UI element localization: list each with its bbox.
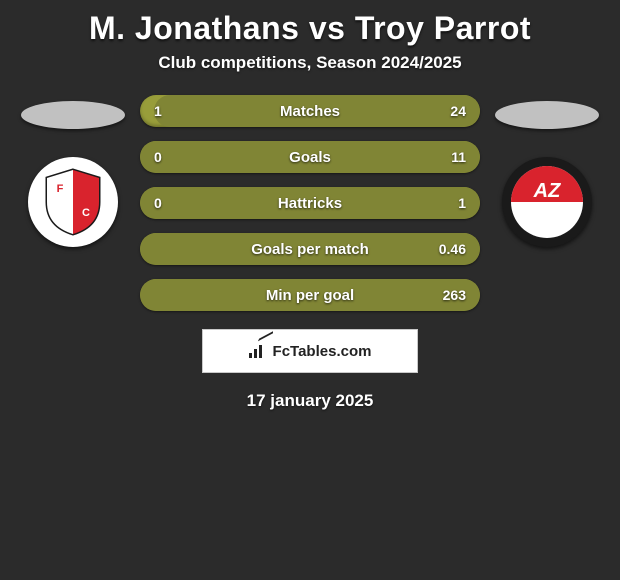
body-row: F C 1 Matches 24 0 Goals 11 0 Hattricks 1 Goals p… (0, 91, 620, 311)
brand-label: FcTables.com (273, 343, 372, 360)
svg-text:F: F (57, 183, 64, 195)
stat-label: Min per goal (266, 287, 354, 304)
left-player-placeholder (21, 101, 125, 129)
stat-left-value: 1 (154, 103, 162, 119)
stat-bar: Goals per match 0.46 (140, 233, 480, 265)
left-club-badge: F C (28, 157, 118, 247)
svg-text:C: C (82, 207, 90, 219)
comparison-card: M. Jonathans vs Troy Parrot Club competi… (0, 0, 620, 411)
stat-right-value: 1 (458, 195, 466, 211)
stat-bar: 0 Hattricks 1 (140, 187, 480, 219)
stat-label: Matches (280, 103, 340, 120)
stat-label: Goals per match (251, 241, 369, 258)
stat-left-value: 0 (154, 149, 162, 165)
left-player-column: F C (18, 91, 128, 247)
stat-right-value: 263 (443, 287, 466, 303)
stat-bar: 0 Goals 11 (140, 141, 480, 173)
fc-utrecht-logo: F C (41, 166, 105, 238)
stat-bar: 1 Matches 24 (140, 95, 480, 127)
az-logo: AZ (502, 157, 592, 247)
stat-right-value: 24 (450, 103, 466, 119)
svg-text:AZ: AZ (533, 180, 561, 202)
brand-box[interactable]: FcTables.com (202, 329, 418, 373)
stat-right-value: 11 (451, 149, 466, 165)
stat-bar: Min per goal 263 (140, 279, 480, 311)
bar-chart-icon (249, 344, 267, 358)
right-player-column: AZ (492, 91, 602, 247)
date-label: 17 january 2025 (0, 391, 620, 411)
page-title: M. Jonathans vs Troy Parrot (0, 6, 620, 53)
subtitle: Club competitions, Season 2024/2025 (0, 53, 620, 91)
stat-left-value: 0 (154, 195, 162, 211)
right-club-badge: AZ (502, 157, 592, 247)
stats-bars: 1 Matches 24 0 Goals 11 0 Hattricks 1 Goals per m… (140, 91, 480, 311)
right-player-placeholder (495, 101, 599, 129)
stat-right-value: 0.46 (439, 241, 466, 257)
stat-label: Hattricks (278, 195, 342, 212)
stat-label: Goals (289, 149, 331, 166)
